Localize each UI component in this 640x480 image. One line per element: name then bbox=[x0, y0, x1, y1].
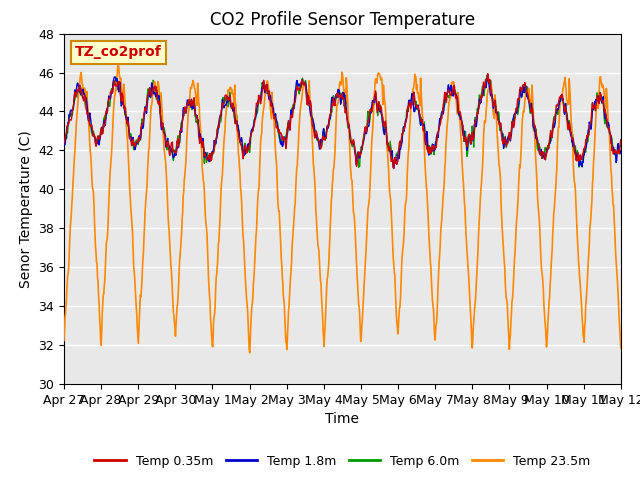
Temp 6.0m bbox=[355, 165, 362, 170]
Temp 23.5m bbox=[582, 302, 589, 308]
Temp 23.5m bbox=[464, 256, 472, 262]
Temp 6.0m bbox=[463, 154, 471, 159]
Temp 23.5m bbox=[349, 187, 356, 193]
Temp 1.8m bbox=[390, 165, 397, 171]
Temp 0.35m bbox=[208, 157, 216, 163]
Temp 23.5m bbox=[60, 337, 68, 343]
X-axis label: Time: Time bbox=[325, 412, 360, 426]
Temp 1.8m bbox=[133, 140, 141, 145]
Temp 1.8m bbox=[60, 143, 68, 148]
Temp 6.0m bbox=[208, 155, 216, 160]
Temp 0.35m bbox=[133, 139, 141, 145]
Temp 6.0m bbox=[133, 137, 141, 143]
Line: Temp 0.35m: Temp 0.35m bbox=[64, 73, 621, 168]
Temp 6.0m bbox=[267, 98, 275, 104]
Temp 1.8m bbox=[582, 143, 589, 148]
Temp 6.0m bbox=[617, 143, 625, 149]
Temp 0.35m bbox=[484, 71, 492, 76]
Temp 0.35m bbox=[617, 137, 625, 143]
Title: CO2 Profile Sensor Temperature: CO2 Profile Sensor Temperature bbox=[210, 11, 475, 29]
Temp 1.8m bbox=[208, 153, 216, 159]
Temp 0.35m bbox=[463, 144, 471, 149]
Temp 1.8m bbox=[267, 98, 275, 104]
Line: Temp 23.5m: Temp 23.5m bbox=[64, 65, 621, 353]
Line: Temp 1.8m: Temp 1.8m bbox=[64, 76, 621, 168]
Temp 6.0m bbox=[60, 143, 68, 149]
Text: TZ_co2prof: TZ_co2prof bbox=[75, 46, 162, 60]
Temp 0.35m bbox=[348, 140, 355, 145]
Temp 23.5m bbox=[617, 345, 625, 351]
Temp 23.5m bbox=[268, 89, 276, 95]
Temp 0.35m bbox=[267, 103, 275, 109]
Temp 0.35m bbox=[390, 166, 397, 171]
Y-axis label: Senor Temperature (C): Senor Temperature (C) bbox=[19, 130, 33, 288]
Temp 0.35m bbox=[60, 140, 68, 146]
Temp 1.8m bbox=[463, 147, 471, 153]
Temp 0.35m bbox=[582, 137, 589, 143]
Legend: Temp 0.35m, Temp 1.8m, Temp 6.0m, Temp 23.5m: Temp 0.35m, Temp 1.8m, Temp 6.0m, Temp 2… bbox=[90, 450, 595, 473]
Temp 1.8m bbox=[617, 151, 625, 156]
Temp 23.5m bbox=[115, 62, 122, 68]
Temp 23.5m bbox=[133, 324, 141, 330]
Temp 6.0m bbox=[348, 140, 355, 146]
Temp 1.8m bbox=[484, 73, 492, 79]
Line: Temp 6.0m: Temp 6.0m bbox=[64, 75, 621, 168]
Temp 1.8m bbox=[348, 141, 355, 146]
Temp 6.0m bbox=[483, 72, 491, 78]
Temp 23.5m bbox=[246, 350, 253, 356]
Temp 6.0m bbox=[582, 149, 589, 155]
Temp 23.5m bbox=[208, 341, 216, 347]
